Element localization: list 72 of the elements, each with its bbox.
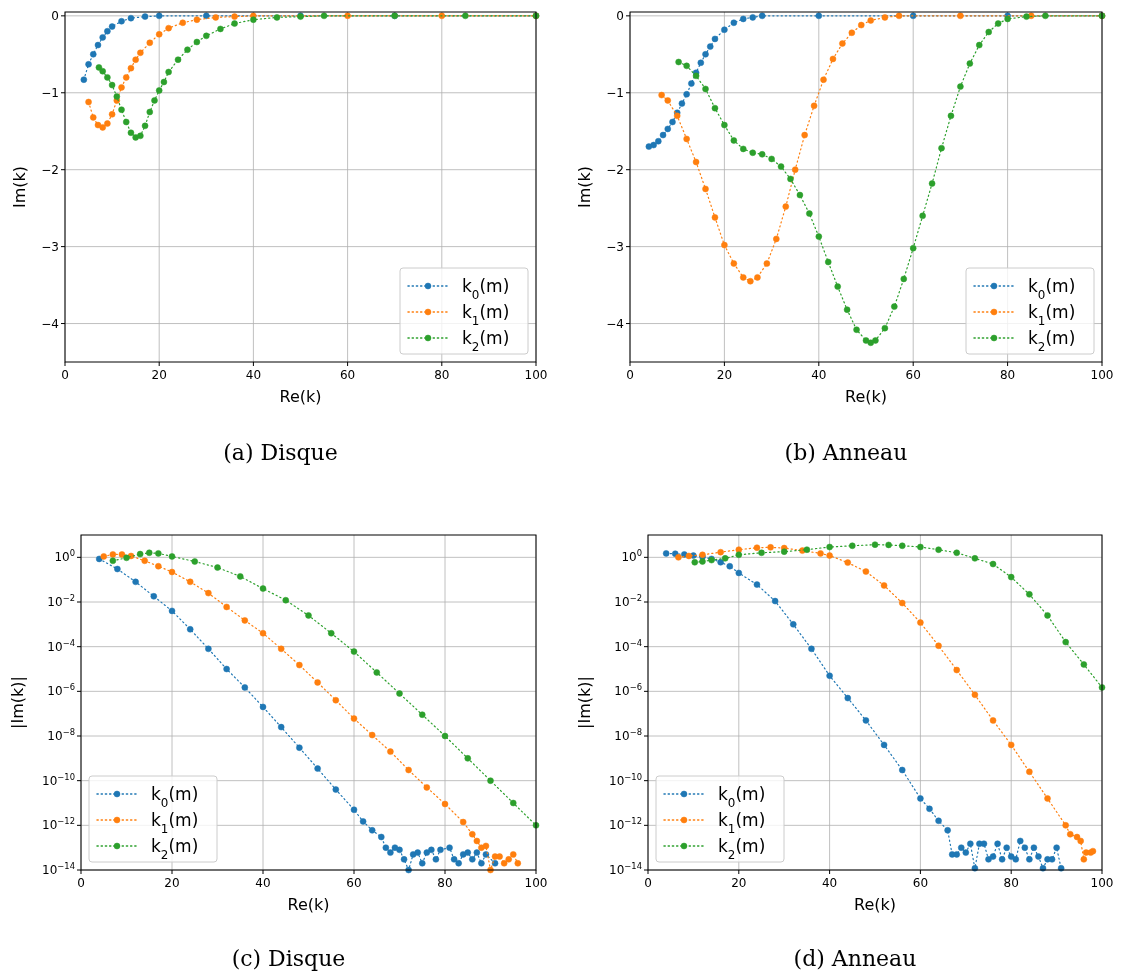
x-tick-label: 40 bbox=[811, 368, 827, 382]
y-tick-label: 10$^{−14}$ bbox=[42, 861, 75, 877]
text: (d) Anneau bbox=[793, 946, 917, 971]
y-tick-label: 10$^{−10}$ bbox=[609, 771, 642, 788]
y-tick-label: 10$^{−8}$ bbox=[47, 727, 75, 743]
text: (a) Disque bbox=[223, 440, 338, 465]
x-tick-label: 20 bbox=[151, 368, 167, 382]
y-tick-label: −3 bbox=[41, 239, 59, 254]
x-axis-title: Re(k) bbox=[279, 387, 322, 406]
y-tick-label: −3 bbox=[606, 239, 624, 254]
x-tick-label: 0 bbox=[644, 876, 652, 890]
x-tick-label: 20 bbox=[716, 368, 733, 382]
y-tick-label: 10$^{−4}$ bbox=[614, 637, 642, 654]
legend-label: k$_{0}$(m) bbox=[462, 276, 510, 302]
x-tick-label: 20 bbox=[731, 876, 747, 890]
x-axis-title: Re(k) bbox=[845, 387, 887, 406]
y-tick-label: 10$^{−12}$ bbox=[42, 816, 75, 833]
y-tick-label: 10$^{−14}$ bbox=[609, 861, 642, 877]
x-axis-title: Re(k) bbox=[287, 895, 330, 914]
legend-label: k$_{1}$(m) bbox=[718, 810, 766, 836]
y-tick-label: 10$^{0}$ bbox=[621, 548, 642, 565]
x-tick-label: 40 bbox=[245, 368, 262, 382]
y-tick-label: 10$^{−12}$ bbox=[609, 816, 642, 833]
y-axis-title: |Im(k)| bbox=[8, 676, 27, 729]
y-tick-label: 10$^{−2}$ bbox=[47, 593, 75, 609]
text: (c) Disque bbox=[231, 946, 346, 971]
y-tick-label: 10$^{−10}$ bbox=[42, 771, 75, 788]
y-tick-label: 10$^{0}$ bbox=[54, 548, 75, 565]
y-tick-label: −2 bbox=[41, 162, 59, 177]
legend-label: k$_{1}$(m) bbox=[462, 302, 510, 328]
legend-label: k$_{1}$(m) bbox=[151, 810, 199, 836]
y-tick-label: −2 bbox=[606, 162, 624, 177]
x-tick-label: 80 bbox=[1003, 876, 1019, 890]
legend-label: k$_{2}$(m) bbox=[151, 836, 199, 862]
x-tick-label: 100 bbox=[524, 876, 548, 890]
y-tick-label: 0 bbox=[616, 8, 624, 23]
x-tick-label: 0 bbox=[77, 876, 85, 890]
y-axis-title: Im(k) bbox=[575, 165, 594, 209]
y-axis-title: |Im(k)| bbox=[575, 676, 594, 729]
legend-label: k$_{2}$(m) bbox=[462, 328, 510, 354]
x-tick-label: 60 bbox=[912, 876, 929, 890]
text: (b) Anneau bbox=[784, 440, 908, 465]
legend-label: k$_{0}$(m) bbox=[1028, 276, 1076, 302]
x-tick-label: 20 bbox=[164, 876, 180, 890]
x-tick-label: 100 bbox=[1090, 876, 1114, 890]
legend-label: k$_{1}$(m) bbox=[1028, 302, 1076, 328]
x-tick-label: 80 bbox=[434, 368, 450, 382]
x-tick-label: 40 bbox=[255, 876, 271, 890]
legend-label: k$_{2}$(m) bbox=[718, 836, 766, 862]
y-tick-label: 10$^{−8}$ bbox=[614, 727, 642, 743]
y-tick-label: 10$^{−4}$ bbox=[47, 637, 75, 654]
y-tick-label: −1 bbox=[41, 85, 59, 100]
legend-label: k$_{2}$(m) bbox=[1028, 328, 1076, 354]
y-axis-title: Im(k) bbox=[10, 165, 29, 209]
x-tick-label: 100 bbox=[524, 368, 548, 382]
x-tick-label: 100 bbox=[1090, 368, 1114, 382]
x-tick-label: 60 bbox=[905, 368, 921, 382]
y-tick-label: 10$^{−6}$ bbox=[47, 682, 75, 699]
x-tick-label: 40 bbox=[821, 876, 838, 890]
x-tick-label: 60 bbox=[339, 368, 356, 382]
legend-label: k$_{0}$(m) bbox=[151, 784, 199, 810]
legend-label: k$_{0}$(m) bbox=[718, 784, 766, 810]
x-tick-label: 80 bbox=[437, 876, 453, 890]
y-tick-label: 0 bbox=[51, 8, 59, 23]
x-tick-label: 80 bbox=[999, 368, 1016, 382]
y-tick-label: −1 bbox=[606, 85, 624, 100]
x-tick-label: 60 bbox=[346, 876, 362, 890]
y-tick-label: −4 bbox=[41, 316, 59, 331]
y-tick-label: 10$^{−2}$ bbox=[614, 593, 642, 609]
x-axis-title: Re(k) bbox=[854, 895, 896, 914]
y-tick-label: 10$^{−6}$ bbox=[614, 682, 642, 699]
y-tick-label: −4 bbox=[606, 316, 624, 331]
